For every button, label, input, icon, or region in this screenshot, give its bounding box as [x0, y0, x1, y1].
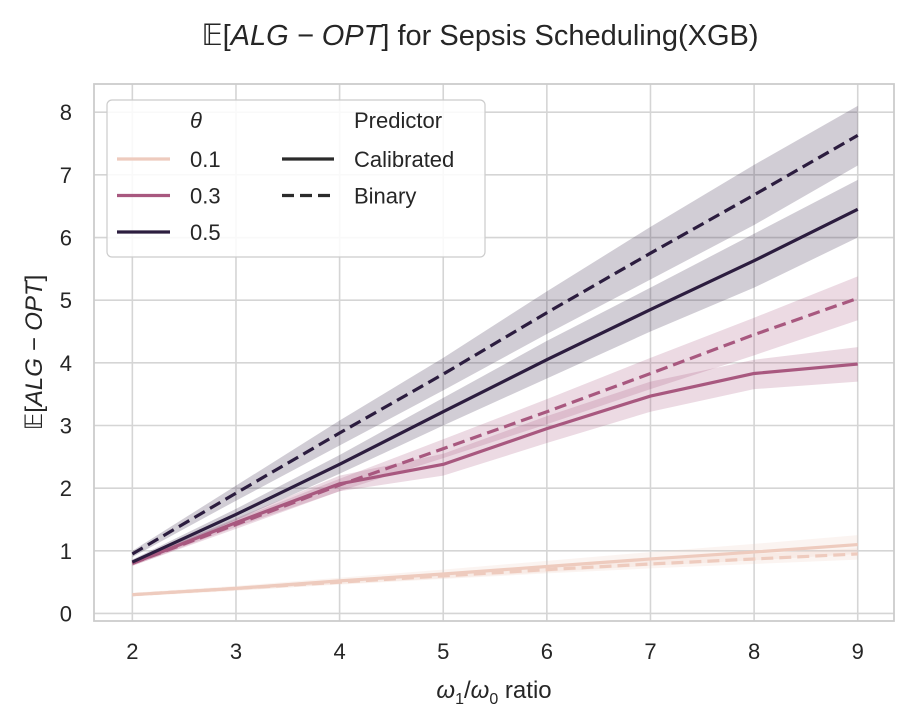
line-theta03-binary [131, 296, 859, 565]
y-tick-label: 1 [60, 539, 72, 564]
y-tick-label: 8 [60, 100, 72, 125]
x-label-suffix: ratio [498, 677, 551, 704]
chart-title: 𝔼[ALG − OPT] for Sepsis Scheduling(XGB) [201, 20, 758, 52]
y-label-math: ALG − OPT [21, 279, 48, 408]
legend-style-label: Binary [354, 184, 416, 209]
y-tick-label: 2 [60, 476, 72, 501]
x-tick-label: 7 [644, 639, 656, 664]
y-tick-label: 5 [60, 288, 72, 313]
plot-frame [93, 83, 895, 622]
legend-hue-label: 0.1 [190, 147, 221, 172]
title-prefix: 𝔼[ [201, 20, 230, 52]
legend: θ Predictor 0.1 0.3 0.5 Calibrated Binary [106, 99, 486, 258]
series-line-layer [131, 133, 859, 597]
line-theta03-calibrated [131, 362, 858, 565]
legend-hue-title: θ [190, 108, 202, 133]
title-math: ALG − OPT [229, 20, 384, 52]
legend-style-label: Calibrated [354, 147, 454, 172]
x-tick-label: 6 [541, 639, 553, 664]
title-suffix: ] for Sepsis Scheduling(XGB) [381, 20, 758, 52]
x-label-sub1: 1 [455, 691, 464, 708]
legend-box [106, 99, 486, 258]
y-tick-label: 0 [60, 601, 72, 626]
x-label-omega0: ω [471, 677, 490, 704]
tick-label-layer: 2 3 4 5 6 7 8 9 0 1 2 3 4 5 6 7 8 [60, 100, 864, 664]
legend-hue-label: 0.3 [190, 184, 221, 209]
line-theta05-binary [131, 133, 859, 556]
y-tick-label: 6 [60, 226, 72, 251]
x-tick-label: 4 [333, 639, 345, 664]
x-axis-label: ω1/ω0 ratio [436, 677, 551, 708]
x-label-sub0: 0 [489, 691, 498, 708]
grid-layer [94, 84, 894, 621]
x-tick-label: 2 [126, 639, 138, 664]
legend-style-title: Predictor [354, 108, 442, 133]
line-theta01-calibrated [132, 542, 858, 597]
y-tick-label: 3 [60, 413, 72, 438]
x-tick-label: 9 [852, 639, 864, 664]
y-tick-label: 7 [60, 163, 72, 188]
y-tick-label: 4 [60, 351, 72, 376]
x-tick-label: 3 [230, 639, 242, 664]
legend-hue-label: 0.5 [190, 220, 221, 245]
legend-hue-entries: 0.1 0.3 0.5 [117, 147, 221, 245]
x-tick-label: 5 [437, 639, 449, 664]
y-axis-label: 𝔼[ALG − OPT] [21, 275, 48, 431]
ci-band-theta05-calibrated [132, 179, 858, 565]
line-theta01-binary [132, 552, 858, 597]
x-tick-label: 8 [748, 639, 760, 664]
line-theta05-calibrated [131, 207, 859, 564]
ci-band-theta03-calibrated [132, 347, 858, 566]
legend-style-entries: Calibrated Binary [282, 147, 454, 209]
y-label-suffix: ] [21, 275, 48, 282]
x-label-omega1: ω [436, 677, 455, 704]
y-label-prefix: 𝔼[ [21, 406, 48, 431]
x-label-slash: / [464, 677, 471, 704]
ci-band-theta05-binary [132, 105, 858, 558]
